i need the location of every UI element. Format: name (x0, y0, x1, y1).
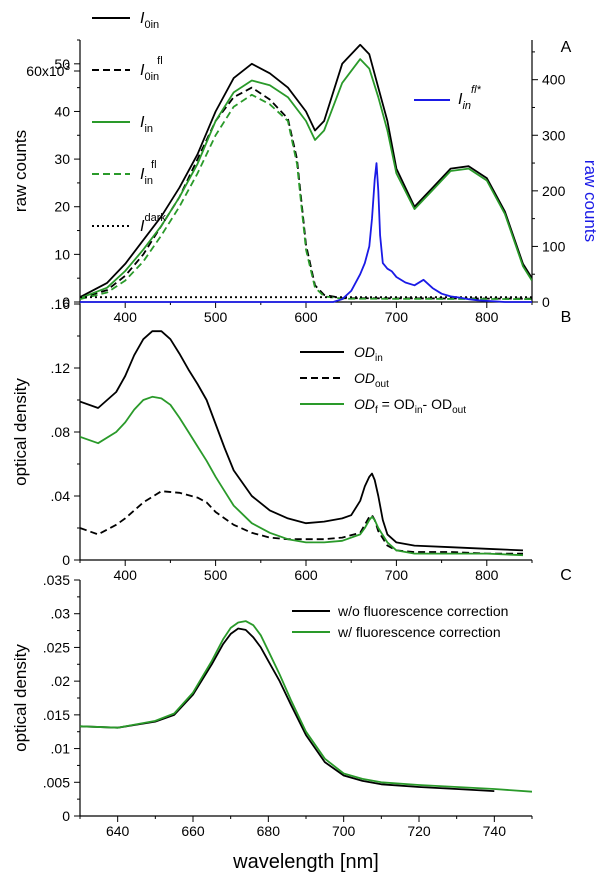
y-tick-label: .04 (51, 488, 71, 504)
legend-label: ODf = ODin- ODout (354, 396, 466, 416)
y-tick-label: .12 (51, 360, 71, 376)
x-tick-label: 680 (257, 823, 281, 839)
x-tick-label: 740 (483, 823, 507, 839)
y-tick-label: 20 (54, 199, 70, 215)
x-axis-label: wavelength [nm] (232, 851, 379, 873)
legend-label: ODin (354, 344, 383, 364)
x-tick-label: 500 (204, 309, 228, 325)
panel-B: 400 500 600 700 800 0 .04 .08 .12 .16 optical dens… (11, 296, 571, 583)
y2-tick-label: 100 (542, 238, 566, 254)
x-tick-label: 600 (294, 567, 318, 583)
y-tick-label: .005 (43, 774, 70, 790)
series-line (80, 162, 532, 303)
y-tick-label: 0 (62, 808, 70, 824)
series-line (80, 93, 532, 300)
panel-label: C (560, 567, 572, 584)
series-line (80, 43, 532, 298)
y-tick-label: 50 (54, 56, 70, 72)
series-line (80, 395, 524, 557)
y-tick-label: .16 (51, 296, 71, 312)
y-axis-label: optical density (11, 644, 30, 752)
series-line (80, 627, 495, 792)
y-tick-label: .03 (51, 606, 71, 622)
y-tick-label: .025 (43, 639, 70, 655)
x-tick-label: 800 (475, 309, 499, 325)
x-tick-label: 600 (294, 309, 318, 325)
legend-label: w/ fluorescence correction (337, 624, 501, 640)
y-axis-label: raw counts (11, 130, 30, 212)
y-tick-label-top: 60x103 (26, 62, 70, 79)
legend-label: Idark (140, 212, 166, 235)
y2-tick-label: 300 (542, 127, 566, 143)
panel-label: B (561, 309, 572, 326)
legend-label: I0infl (140, 55, 163, 83)
y-tick-label: 40 (54, 103, 70, 119)
legend-label: w/o fluorescence correction (337, 603, 508, 619)
series-line (80, 58, 532, 300)
x-tick-label: 700 (385, 567, 409, 583)
y-tick-label: .015 (43, 707, 70, 723)
x-tick-label: 700 (332, 823, 356, 839)
x-tick-label: 400 (114, 309, 138, 325)
legend-label: Iin (140, 114, 153, 135)
legend-label: ODout (354, 370, 389, 390)
y2-tick-label: 400 (542, 72, 566, 88)
y-axis-label: optical density (11, 378, 30, 486)
x-tick-label: 720 (407, 823, 431, 839)
x-tick-label: 800 (475, 567, 499, 583)
y-tick-label: .02 (51, 673, 71, 689)
x-tick-label: 640 (106, 823, 130, 839)
y-tick-label: .01 (51, 741, 71, 757)
y2-axis-label: raw counts (581, 160, 599, 242)
legend-label: Iinfl* (458, 84, 482, 112)
legend-label: I0in (140, 10, 159, 31)
y-tick-label: .035 (43, 572, 70, 588)
y-tick-label: 30 (54, 151, 70, 167)
x-tick-label: 660 (181, 823, 205, 839)
y-tick-label: 0 (62, 294, 70, 310)
y-tick-label: 0 (62, 552, 70, 568)
series-line (80, 86, 532, 300)
panel-label: A (561, 39, 572, 56)
series-line (80, 330, 524, 552)
series-line (80, 620, 532, 793)
x-tick-label: 700 (385, 309, 409, 325)
y2-tick-label: 200 (542, 183, 566, 199)
x-tick-label: 400 (114, 567, 138, 583)
y2-tick-label: 0 (542, 294, 550, 310)
legend-label: Iinfl (140, 159, 157, 187)
series-line (80, 490, 523, 555)
panel-C: 640 660 680 700 720 740 0 .005 .01 .015 .02 .025 .03… (11, 567, 572, 873)
x-tick-label: 500 (204, 567, 228, 583)
y-tick-label: .08 (51, 424, 71, 440)
y-tick-label: 10 (54, 246, 70, 262)
